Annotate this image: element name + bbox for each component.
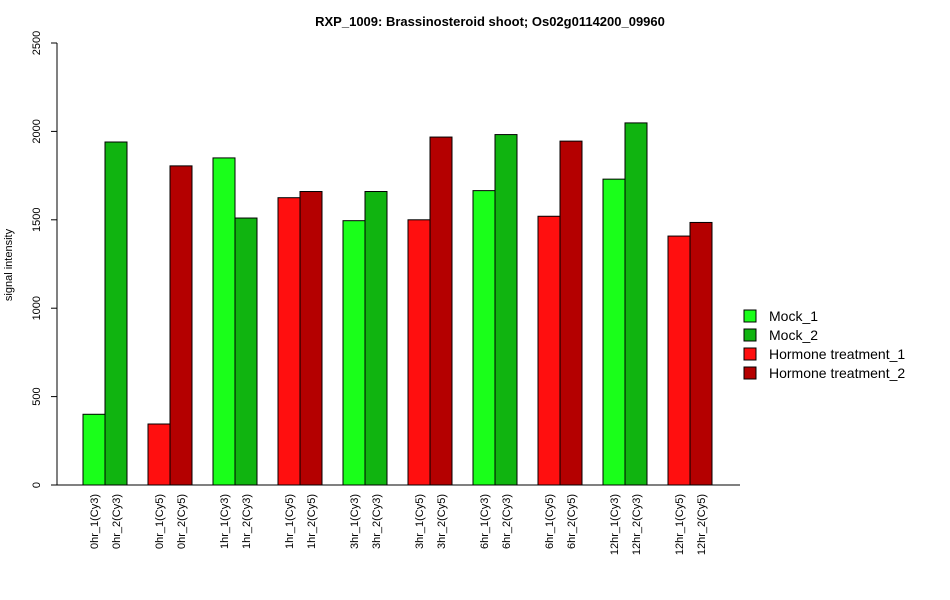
y-tick-label: 0 — [31, 482, 43, 488]
legend-label: Hormone treatment_1 — [769, 346, 905, 362]
bar — [147, 423, 171, 486]
bar — [364, 191, 388, 486]
bar — [299, 191, 323, 486]
bar — [537, 215, 561, 486]
legend-swatch — [743, 347, 757, 361]
x-tick-label: 1hr_1(Cy5) — [284, 494, 296, 549]
x-tick-label: 1hr_1(Cy3) — [219, 494, 231, 549]
bar — [342, 220, 366, 486]
x-tick-label: 3hr_2(Cy5) — [436, 494, 448, 549]
y-tick-label: 500 — [31, 387, 43, 405]
x-tick-label: 3hr_2(Cy3) — [371, 494, 383, 549]
x-tick-label: 6hr_1(Cy5) — [544, 494, 556, 549]
bar — [212, 157, 236, 486]
legend-swatch — [743, 309, 757, 323]
bar — [602, 178, 626, 486]
x-tick-label: 1hr_2(Cy5) — [306, 494, 318, 549]
legend: Mock_1 Mock_2 Hormone treatment_1 Hormone t… — [743, 308, 905, 381]
x-tick-label: 12hr_1(Cy5) — [674, 494, 686, 555]
x-tick-label: 6hr_1(Cy3) — [479, 494, 491, 549]
x-tick-label: 6hr_2(Cy5) — [566, 494, 578, 549]
bar — [429, 136, 453, 486]
x-tick-label: 3hr_1(Cy5) — [414, 494, 426, 549]
y-tick-label: 1500 — [31, 208, 43, 232]
plot-area: 0 500 1000 1500 2000 2500 0hr_1(Cy3) 0hr_2(Cy3)… — [31, 31, 740, 555]
legend-label: Mock_1 — [769, 308, 818, 324]
bar — [234, 217, 258, 486]
bar — [689, 221, 713, 486]
bar — [82, 413, 106, 486]
x-tick-label: 12hr_2(Cy3) — [631, 494, 643, 555]
x-tick-label: 3hr_1(Cy3) — [349, 494, 361, 549]
x-tick-label: 6hr_2(Cy3) — [501, 494, 513, 549]
y-tick-label: 2500 — [31, 31, 43, 55]
x-tick-label: 0hr_2(Cy3) — [111, 494, 123, 549]
y-tick-label: 1000 — [31, 296, 43, 320]
bar — [667, 235, 691, 486]
y-axis-label: signal intensity — [3, 228, 15, 301]
x-tick-label: 0hr_1(Cy3) — [89, 494, 101, 549]
legend-swatch — [743, 366, 757, 380]
bar — [624, 122, 648, 486]
bar — [277, 197, 301, 486]
chart-title: RXP_1009: Brassinosteroid shoot; Os02g01… — [315, 14, 665, 29]
bar — [472, 190, 496, 486]
y-tick-label: 2000 — [31, 119, 43, 143]
legend-label: Mock_2 — [769, 327, 818, 343]
bar — [104, 141, 128, 486]
x-tick-label: 12hr_1(Cy3) — [609, 494, 621, 555]
legend-swatch — [743, 328, 757, 342]
bar — [494, 134, 518, 486]
x-tick-label: 1hr_2(Cy3) — [241, 494, 253, 549]
x-tick-label: 0hr_2(Cy5) — [176, 494, 188, 549]
x-tick-label: 0hr_1(Cy5) — [154, 494, 166, 549]
legend-label: Hormone treatment_2 — [769, 365, 905, 381]
bar — [559, 140, 583, 486]
x-tick-label: 12hr_2(Cy5) — [696, 494, 708, 555]
bar — [169, 165, 193, 486]
bar — [407, 219, 431, 486]
